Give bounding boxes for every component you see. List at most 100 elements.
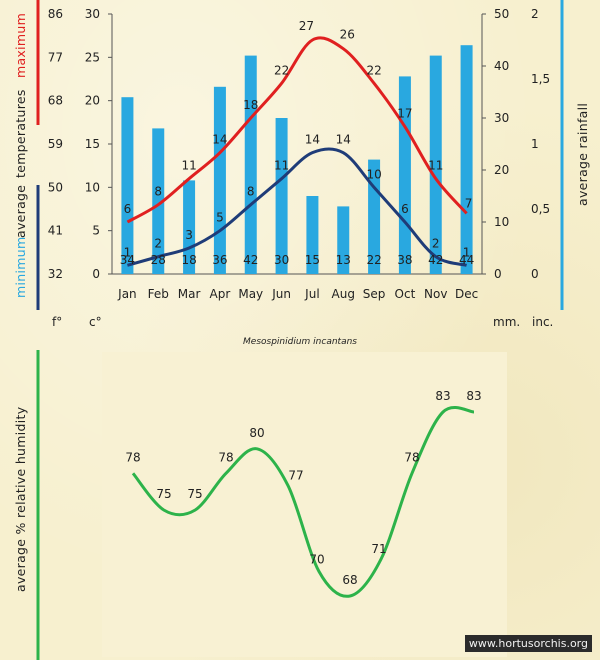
max-value-label: 11	[428, 159, 443, 173]
month-label: Jul	[304, 287, 319, 301]
humidity-value-label: 80	[249, 426, 264, 440]
f-tick-label: 86	[48, 7, 63, 21]
rainfall-value-label: 42	[243, 253, 258, 267]
min-value-label: 14	[305, 133, 320, 147]
c-tick-label: 15	[85, 137, 100, 151]
month-label: Feb	[148, 287, 169, 301]
rainfall-value-label: 38	[397, 253, 412, 267]
month-label: Dec	[455, 287, 478, 301]
month-label: Aug	[332, 287, 355, 301]
min-value-label: 14	[336, 133, 351, 147]
humidity-value-label: 78	[404, 450, 419, 464]
humidity-value-label: 78	[218, 450, 233, 464]
site-watermark[interactable]: www.hortusorchis.org	[464, 635, 592, 652]
month-label: May	[238, 287, 263, 301]
rainfall-value-label: 30	[274, 253, 289, 267]
temperature-rainfall-plot: 308625772068155910505410325040302010021,…	[48, 7, 550, 301]
rainfall-bar	[306, 196, 319, 274]
rainfall-value-label: 18	[181, 253, 196, 267]
unit-celsius: c°	[89, 315, 102, 329]
humidity-value-label: 78	[125, 450, 140, 464]
rainfall-bar	[429, 55, 442, 274]
mm-tick-label: 40	[494, 59, 509, 73]
humidity-value-label: 70	[309, 552, 324, 566]
c-tick-label: 10	[85, 180, 100, 194]
max-value-label: 22	[274, 63, 289, 77]
min-temperature-line	[127, 147, 467, 267]
inch-tick-label: 2	[531, 7, 539, 21]
unit-inches: inc.	[532, 315, 553, 329]
month-label: Sep	[363, 287, 386, 301]
min-value-label: 1	[463, 245, 471, 259]
rainfall-bar	[152, 128, 165, 274]
max-temperature-line	[126, 36, 468, 224]
f-tick-label: 50	[48, 180, 63, 194]
ylabel-maximum: maximum	[13, 13, 28, 78]
rainfall-bar	[460, 45, 473, 275]
max-value-label: 7	[465, 196, 473, 210]
humidity-value-label: 75	[156, 487, 171, 501]
humidity-value-label: 83	[466, 389, 481, 403]
ylabel-average: average	[13, 185, 28, 238]
rainfall-value-label: 36	[212, 253, 227, 267]
humidity-value-label: 71	[371, 542, 386, 556]
rainfall-value-label: 44	[459, 253, 474, 267]
f-tick-label: 59	[48, 137, 63, 151]
min-value-label: 5	[216, 211, 224, 225]
ylabel-rainfall: average rainfall	[575, 103, 590, 206]
mm-tick-label: 50	[494, 7, 509, 21]
month-label: Jun	[271, 287, 291, 301]
min-value-label: 8	[247, 185, 255, 199]
rainfall-value-label: 22	[366, 253, 381, 267]
unit-fahrenheit: f°	[52, 315, 62, 329]
humidity-plot: 78 75 75 78 80 77 70 68 71 78 83 83	[125, 389, 482, 598]
humidity-line	[131, 406, 475, 598]
min-value-label: 2	[154, 237, 162, 251]
inch-tick-label: 0	[531, 267, 539, 281]
month-label: Mar	[178, 287, 201, 301]
ylabel-humidity: average % relative humidity	[13, 406, 28, 592]
min-value-label: 1	[124, 245, 132, 259]
rainfall-value-label: 34	[120, 253, 135, 267]
max-value-label: 14	[212, 133, 227, 147]
c-tick-label: 5	[92, 224, 100, 238]
rainfall-value-label: 28	[151, 253, 166, 267]
species-name: Mesospinidium incantans	[243, 337, 357, 347]
min-value-label: 6	[401, 202, 409, 216]
month-label: Jan	[117, 287, 137, 301]
c-tick-label: 25	[85, 50, 100, 64]
month-label: Oct	[395, 287, 416, 301]
humidity-panel	[102, 352, 507, 657]
max-value-label: 22	[366, 63, 381, 77]
humidity-value-label: 75	[187, 487, 202, 501]
unit-mm: mm.	[493, 315, 520, 329]
c-tick-label: 20	[85, 94, 100, 108]
rainfall-value-label: 42	[428, 253, 443, 267]
c-tick-label: 30	[85, 7, 100, 21]
month-label: Nov	[424, 287, 447, 301]
rainfall-bar	[337, 206, 350, 274]
inch-tick-label: 1	[531, 137, 539, 151]
ylabel-minimum: minimum	[13, 237, 28, 298]
mm-tick-label: 30	[494, 111, 509, 125]
max-value-label: 26	[340, 28, 355, 42]
min-value-label: 3	[185, 228, 193, 242]
rainfall-bar	[121, 97, 134, 274]
humidity-value-label: 83	[435, 389, 450, 403]
f-tick-label: 77	[48, 50, 63, 64]
rainfall-bar	[213, 86, 226, 274]
rainfall-value-label: 13	[336, 253, 351, 267]
mm-tick-label: 0	[494, 267, 502, 281]
mm-tick-label: 10	[494, 215, 509, 229]
inch-tick-label: 0,5	[531, 202, 550, 216]
ylabel-temperatures: temperatures	[13, 89, 28, 178]
rainfall-value-label: 15	[305, 253, 320, 267]
inch-tick-label: 1,5	[531, 72, 550, 86]
c-tick-label: 0	[92, 267, 100, 281]
max-value-label: 8	[154, 185, 162, 199]
f-tick-label: 68	[48, 94, 63, 108]
f-tick-label: 32	[48, 267, 63, 281]
max-value-label: 6	[124, 202, 132, 216]
